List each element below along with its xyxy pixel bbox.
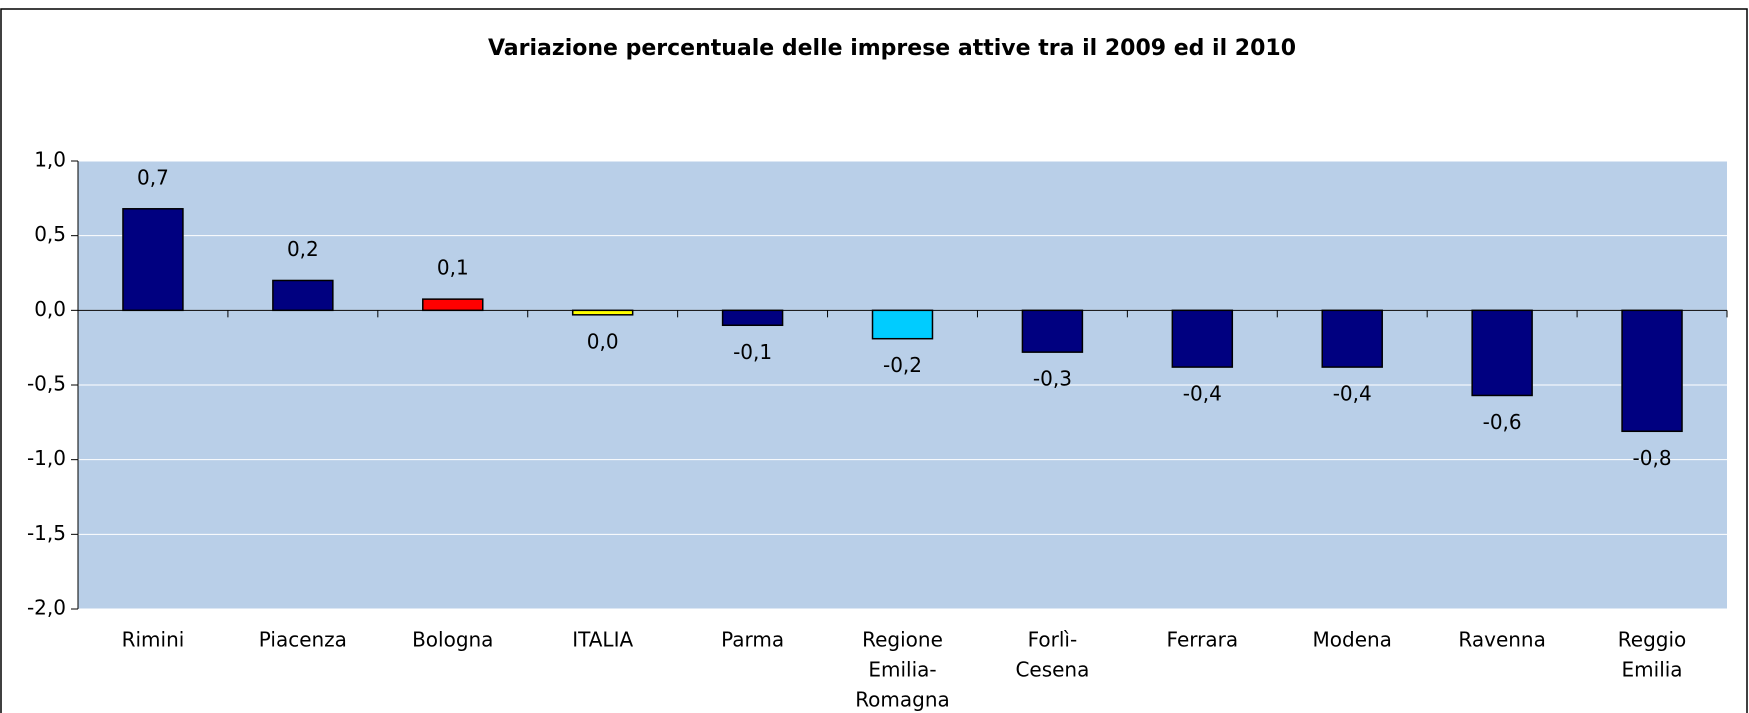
x-tick-label: Emilia- xyxy=(868,658,936,682)
x-tick-label: Piacenza xyxy=(259,628,347,652)
data-label: -0,3 xyxy=(1033,367,1072,391)
x-tick-label: Parma xyxy=(721,628,784,652)
x-tick-label: Ravenna xyxy=(1458,628,1545,652)
bar xyxy=(1171,309,1234,368)
bar xyxy=(272,279,334,312)
x-tick-label: Modena xyxy=(1313,628,1392,652)
data-label: -0,4 xyxy=(1333,382,1372,406)
x-tick-label: Forlì- xyxy=(1028,628,1078,652)
bar xyxy=(721,309,784,327)
x-tick-label: Bologna xyxy=(412,628,493,652)
data-label: 0,1 xyxy=(437,256,469,280)
data-label: 0,2 xyxy=(287,237,319,261)
x-tick-label: Ferrara xyxy=(1167,628,1239,652)
bar xyxy=(1021,309,1084,353)
data-label: 0,0 xyxy=(587,329,619,353)
bar xyxy=(1471,309,1533,397)
y-tick-label: -1,0 xyxy=(27,446,66,470)
bar xyxy=(1621,309,1683,433)
x-tick-label: Rimini xyxy=(122,628,185,652)
data-label: -0,4 xyxy=(1183,382,1222,406)
chart-title: Variazione percentuale delle imprese att… xyxy=(488,36,1296,61)
data-label: -0,1 xyxy=(733,340,772,364)
bar xyxy=(122,208,184,312)
x-tick-label: Cesena xyxy=(1015,658,1089,682)
y-tick-label: 0,5 xyxy=(34,222,66,246)
data-label: -0,2 xyxy=(883,353,922,377)
data-label: -0,8 xyxy=(1633,446,1672,470)
x-tick-label: Romagna xyxy=(855,688,950,712)
data-label: 0,7 xyxy=(137,165,169,189)
x-tick-label: Emilia xyxy=(1622,658,1683,682)
y-tick-label: 1,0 xyxy=(34,148,66,172)
y-tick-label: -2,0 xyxy=(27,596,66,620)
y-tick-label: -0,5 xyxy=(27,372,66,396)
data-label: -0,6 xyxy=(1483,410,1522,434)
bar xyxy=(1321,309,1383,368)
x-tick-label: Reggio xyxy=(1618,628,1687,652)
x-tick-label: Regione xyxy=(862,628,943,652)
y-tick-label: -1,5 xyxy=(27,521,66,545)
x-tick-label: ITALIA xyxy=(572,628,633,652)
bar xyxy=(422,298,484,312)
y-tick-label: 0,0 xyxy=(34,297,66,321)
bar xyxy=(571,309,634,316)
bar xyxy=(871,309,934,340)
